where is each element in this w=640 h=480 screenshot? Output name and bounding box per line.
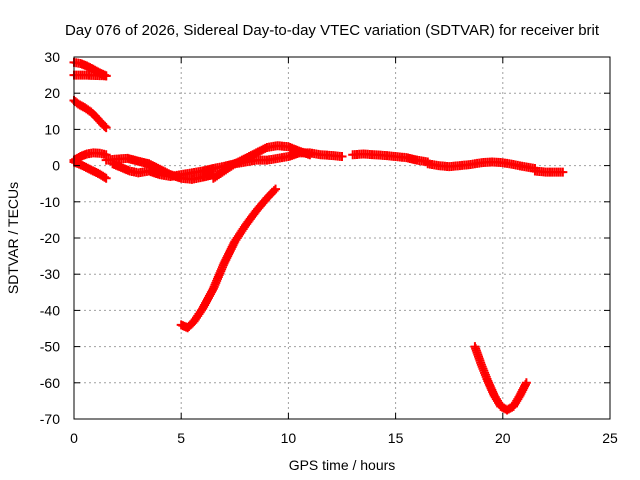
series-arc-top-flat: [69, 70, 111, 81]
data-point: [101, 173, 111, 183]
x-tick-label: 15: [388, 430, 404, 446]
series-arc-low-start: [69, 157, 111, 183]
x-tick-label: 5: [177, 430, 185, 446]
y-tick-label: -60: [40, 375, 60, 391]
y-tick-label: -40: [40, 302, 60, 318]
x-tick-label: 20: [495, 430, 511, 446]
y-tick-label: 10: [44, 121, 60, 137]
series-arc-cluster-b: [108, 159, 240, 181]
series-arc-dive: [176, 184, 281, 333]
series-arc-flat-c: [530, 166, 568, 177]
series-arc-flat-b: [423, 157, 540, 173]
chart-title: Day 076 of 2026, Sidereal Day-to-day VTE…: [65, 22, 600, 39]
data-point: [269, 186, 279, 196]
grid: [74, 57, 610, 419]
y-tick-label: -10: [40, 194, 60, 210]
data-point: [271, 184, 281, 194]
x-tick-label: 10: [281, 430, 297, 446]
series-arc-falling: [69, 95, 111, 133]
data-point: [101, 123, 111, 133]
series-arc-bowl: [470, 342, 531, 415]
data-point: [521, 378, 531, 388]
y-tick-label: -50: [40, 339, 60, 355]
y-axis-label: SDTVAR / TECUs: [5, 182, 21, 294]
x-tick-label: 25: [602, 430, 618, 446]
series-arc-hump: [69, 148, 111, 165]
y-tick-label: 30: [44, 49, 60, 65]
data-point: [558, 167, 568, 177]
y-tick-label: -20: [40, 230, 60, 246]
series-arc-mid: [230, 148, 347, 169]
data-point: [337, 152, 347, 162]
x-axis-label: GPS time / hours: [289, 457, 396, 473]
tick-labels: 0 5 10 15 20 25 30 20 10 0 -10 -20 -30 -40 -50 -60 -70: [40, 49, 618, 446]
y-tick-label: -30: [40, 266, 60, 282]
y-tick-label: -70: [40, 411, 60, 427]
x-tick-label: 0: [70, 430, 78, 446]
series-arc-flat-a: [348, 149, 433, 167]
y-tick-label: 0: [52, 158, 60, 174]
y-tick-label: 20: [44, 85, 60, 101]
data-point: [101, 71, 111, 81]
data-points: [69, 57, 568, 415]
